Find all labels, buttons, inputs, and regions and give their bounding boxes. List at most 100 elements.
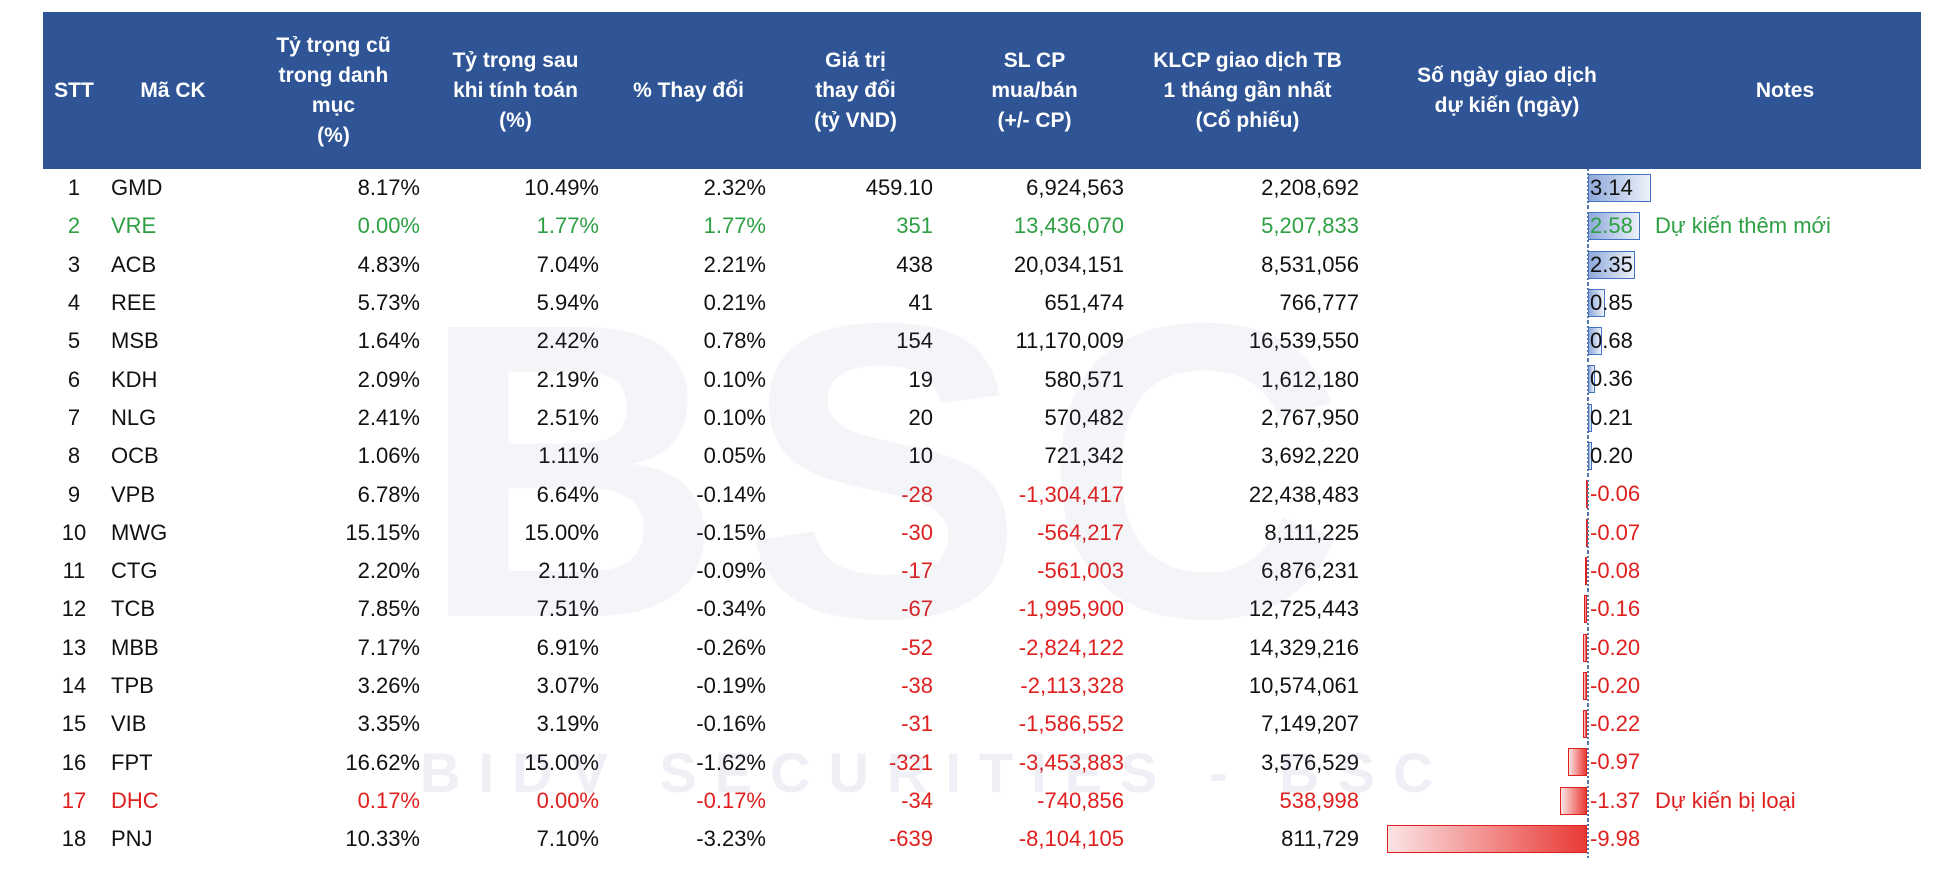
days-value: 3.14 — [1590, 175, 1633, 200]
cell: 721,342 — [1044, 443, 1124, 469]
cell: -0.19% — [696, 673, 766, 698]
table-row: 3 ACB 4.83% 7.04% 2.21% 438 20,034,151 8,531,05… — [43, 245, 1921, 284]
header-cell: Tỷ trọng cũ trong danh mục (%) — [241, 12, 426, 169]
days-cell: 0.36 — [1365, 360, 1649, 399]
days-cell: 0.85 — [1365, 283, 1649, 323]
axis-line — [1587, 590, 1589, 629]
cell: 2.09% — [357, 366, 420, 392]
note-cell — [1649, 743, 1921, 781]
cell: 5.73% — [357, 290, 420, 316]
table-row: 11 CTG 2.20% 2.11% -0.09% -17 -561,003 6,876,23… — [43, 551, 1921, 591]
days-cell: -9.98 — [1365, 820, 1649, 859]
days-value: 2.35 — [1590, 251, 1633, 277]
cell: 7,149,207 — [1261, 711, 1359, 737]
cell: 0.17% — [357, 787, 420, 813]
cell: 20,034,151 — [1013, 251, 1124, 277]
cell: MSB — [111, 328, 159, 354]
note-cell: Dự kiến thêm mới — [1655, 213, 1831, 239]
table-row: 9 VPB 6.78% 6.64% -0.14% -28 -1,304,417 22,438,… — [43, 475, 1921, 514]
axis-line — [1587, 245, 1589, 284]
cell: 12,725,443 — [1248, 596, 1359, 622]
note-cell — [1649, 437, 1921, 475]
cell: 0.00% — [536, 787, 599, 813]
table-row: 13 MBB 7.17% 6.91% -0.26% -52 -2,824,122 14,329… — [43, 628, 1921, 667]
axis-line — [1587, 169, 1589, 208]
table-row: 8 OCB 1.06% 1.11% 0.05% 10 721,342 3,692,220 0.2… — [43, 437, 1921, 476]
cell: 0.78% — [703, 328, 766, 354]
cell: -0.14% — [696, 481, 766, 507]
note-cell — [1649, 629, 1921, 667]
cell: -34 — [901, 787, 933, 813]
note-cell — [1649, 705, 1921, 743]
cell: KDH — [111, 366, 158, 392]
cell: 4 — [67, 290, 81, 316]
cell: FPT — [111, 749, 153, 775]
cell: 8,111,225 — [1264, 519, 1359, 545]
cell: 580,571 — [1044, 366, 1124, 392]
cell: -31 — [901, 711, 933, 737]
cell: 154 — [896, 328, 933, 354]
days-value: -0.97 — [1590, 749, 1641, 775]
cell: 3.19% — [536, 711, 599, 737]
days-value: 0.85 — [1590, 289, 1633, 315]
cell: 2.20% — [357, 558, 420, 584]
note-cell — [1649, 322, 1921, 360]
header-cell: KLCP giao dịch TB 1 tháng gần nhất (Cổ p… — [1130, 12, 1365, 169]
days-cell: 0.21 — [1365, 398, 1649, 438]
cell: 20 — [908, 404, 933, 430]
axis-line — [1587, 551, 1589, 591]
cell: -564,217 — [1037, 519, 1124, 545]
cell: 2.19% — [536, 366, 599, 392]
table-row: 10 MWG 15.15% 15.00% -0.15% -30 -564,217 8,111,… — [43, 513, 1921, 552]
table-row: 2 VRE 0.00% 1.77% 1.77% 351 13,436,070 5,207,83… — [43, 207, 1921, 246]
cell: 2.51% — [536, 404, 599, 430]
axis-line — [1587, 743, 1589, 782]
days-value: -1.37 — [1590, 787, 1641, 813]
cell: 1,612,180 — [1261, 366, 1359, 392]
data-bar — [1583, 633, 1587, 662]
days-cell: -0.06 — [1365, 475, 1649, 514]
cell: 41 — [908, 290, 933, 316]
cell: 15.00% — [524, 519, 599, 545]
cell: 5 — [67, 328, 81, 354]
note-cell — [1649, 360, 1921, 398]
cell: 0.21% — [703, 290, 766, 316]
cell: 7.51% — [536, 596, 599, 622]
cell: 10.33% — [345, 826, 420, 852]
table-row: 4 REE 5.73% 5.94% 0.21% 41 651,474 766,777 0.85 — [43, 283, 1921, 323]
cell: 6.78% — [357, 481, 420, 507]
days-cell: 2.35 — [1365, 245, 1649, 284]
cell: -52 — [901, 634, 933, 660]
cell: -17 — [901, 558, 933, 584]
cell: 1.06% — [357, 443, 420, 469]
cell: 3 — [67, 251, 81, 277]
data-bar — [1559, 786, 1587, 815]
cell: PNJ — [111, 826, 153, 852]
cell: 2.11% — [538, 558, 599, 584]
cell: 1.11% — [538, 443, 599, 469]
days-value: 0.20 — [1590, 443, 1633, 469]
cell: 3.26% — [357, 673, 420, 698]
cell: VPB — [111, 481, 156, 507]
cell: 17 — [61, 787, 87, 813]
header-cell: % Thay đổi — [605, 12, 772, 169]
cell: 3,576,529 — [1261, 749, 1359, 775]
cell: 459.10 — [865, 175, 933, 201]
cell: VRE — [111, 213, 157, 239]
days-value: -0.07 — [1590, 519, 1641, 545]
table-row: 7 NLG 2.41% 2.51% 0.10% 20 570,482 2,767,950 0.2… — [43, 398, 1921, 438]
table-row: 17 DHC 0.17% 0.00% -0.17% -34 -740,856 538,998 -… — [43, 781, 1921, 821]
note-cell — [1649, 246, 1921, 284]
cell: 2 — [67, 213, 81, 239]
cell: 16 — [61, 749, 87, 775]
cell: -0.17% — [696, 787, 766, 813]
cell: 11,170,009 — [1015, 328, 1124, 354]
table-row: 16 FPT 16.62% 15.00% -1.62% -321 -3,453,883 3,5… — [43, 743, 1921, 782]
cell: 0.10% — [703, 366, 766, 392]
table: STT Mã CK Tỷ trọng cũ trong danh mục (%) Tỷ… — [43, 12, 1921, 859]
cell: 438 — [896, 251, 933, 277]
cell: 0.10% — [703, 404, 766, 430]
cell: 2.32% — [703, 175, 766, 201]
cell: OCB — [111, 443, 159, 469]
